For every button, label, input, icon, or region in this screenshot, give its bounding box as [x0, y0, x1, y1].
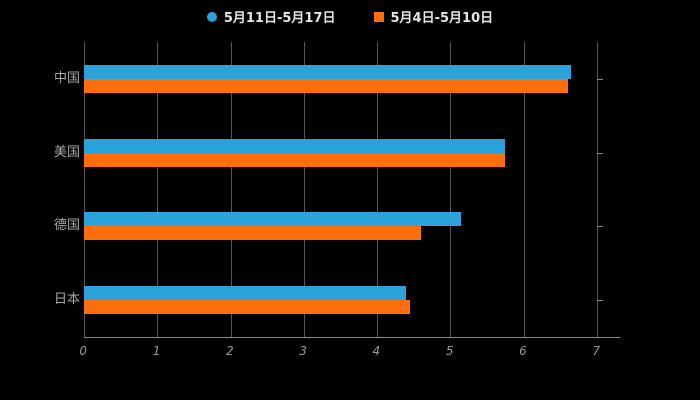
legend-item-current-week[interactable]: 5月11日-5月17日: [206, 7, 336, 26]
bar-series1-cat3[interactable]: [84, 300, 411, 315]
y-category-label-2: 德国: [53, 218, 80, 234]
x-tick-label-0: 0: [79, 344, 88, 358]
gridline-x-3: [303, 42, 305, 337]
x-tick-label-6: 6: [519, 344, 527, 358]
y-category-label-3: 日本: [53, 292, 80, 308]
bar-series0-cat3[interactable]: [84, 286, 407, 301]
gridline-x-5: [450, 42, 452, 337]
right-axis-tick-3: [597, 300, 603, 302]
plot-area: [84, 42, 598, 337]
gridline-x-0: [84, 42, 85, 337]
bar-series1-cat1[interactable]: [84, 152, 506, 167]
right-axis-tick-2: [597, 226, 603, 228]
legend-item-previous-week[interactable]: 5月4日-5月10日: [373, 7, 494, 26]
right-axis-tick-1: [597, 152, 603, 154]
bar-series0-cat0[interactable]: [84, 64, 572, 79]
gridline-x-2: [230, 42, 232, 337]
gridline-x-6: [523, 42, 525, 337]
legend-marker-orange-icon: [373, 11, 384, 22]
bar-series1-cat2[interactable]: [84, 226, 422, 241]
y-category-label-1: 美国: [53, 144, 80, 160]
x-tick-label-4: 4: [372, 344, 381, 358]
gridline-x-1: [157, 42, 159, 337]
legend-label-previous-week: 5月4日-5月10日: [390, 11, 494, 26]
x-tick-label-7: 7: [592, 344, 601, 358]
bar-series1-cat0[interactable]: [84, 78, 568, 93]
x-tick-label-2: 2: [225, 344, 234, 358]
x-axis-line: [84, 337, 620, 338]
gridline-x-4: [377, 42, 379, 337]
bar-series0-cat1[interactable]: [84, 138, 506, 153]
x-tick-label-3: 3: [299, 344, 307, 358]
chart-legend: 5月11日-5月17日 5月4日-5月10日: [0, 7, 700, 26]
x-tick-label-1: 1: [152, 344, 161, 358]
gridline-x-7: [597, 42, 598, 337]
x-tick-label-5: 5: [445, 344, 454, 358]
right-axis-tick-0: [597, 78, 603, 80]
bar-series0-cat2[interactable]: [84, 212, 462, 227]
legend-marker-blue-icon: [206, 11, 217, 22]
legend-label-current-week: 5月11日-5月17日: [223, 11, 336, 26]
y-category-label-0: 中国: [53, 70, 80, 86]
